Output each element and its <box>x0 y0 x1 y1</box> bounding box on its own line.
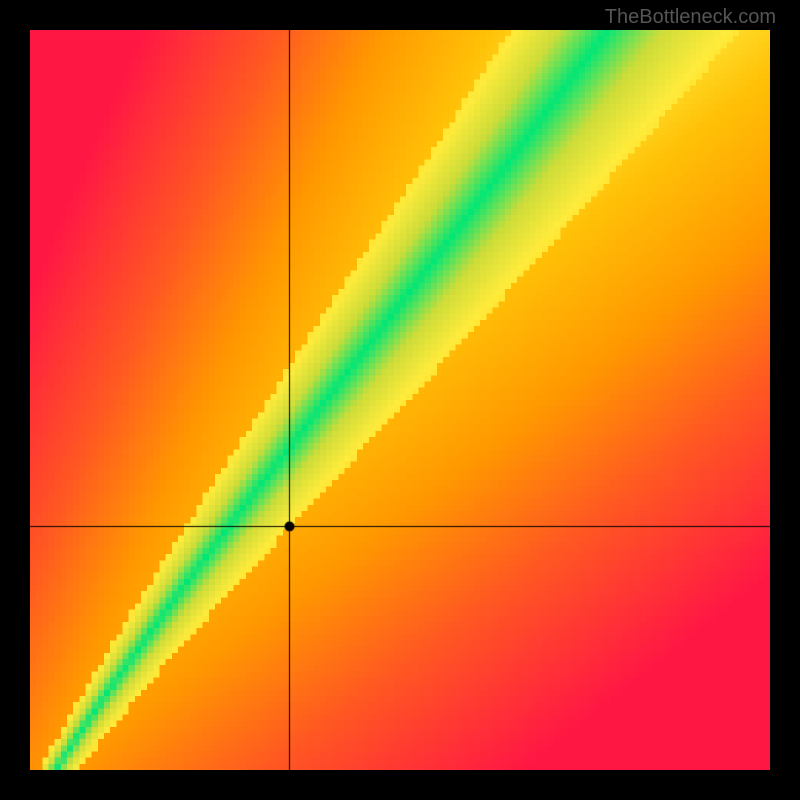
crosshair-overlay <box>30 30 770 770</box>
watermark-text: TheBottleneck.com <box>605 6 776 29</box>
